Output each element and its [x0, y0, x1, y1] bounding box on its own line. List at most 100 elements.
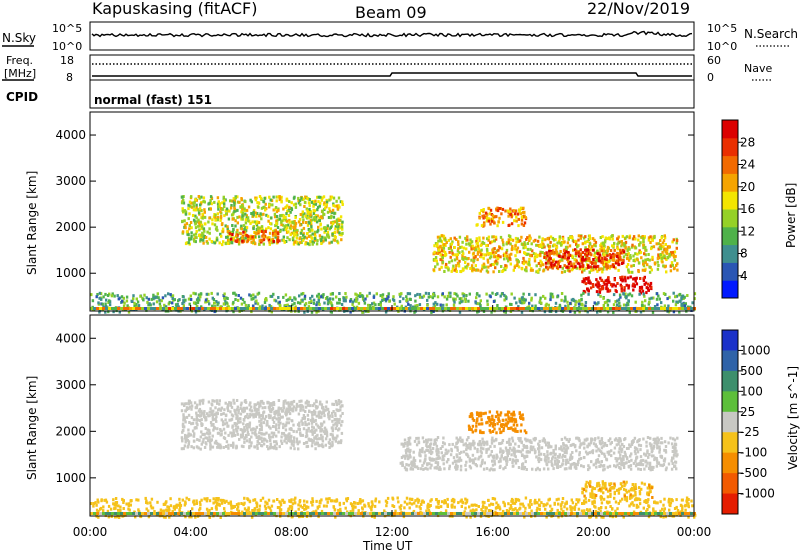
scatter-cell	[297, 201, 301, 205]
scatter-cell	[491, 436, 494, 440]
scatter-cell	[675, 294, 679, 298]
scatter-cell	[486, 249, 489, 253]
scatter-cell	[225, 207, 229, 211]
scatter-cell	[602, 304, 605, 307]
scatter-cell	[193, 239, 196, 243]
scatter-cell	[553, 459, 557, 463]
scatter-cell	[586, 257, 589, 261]
scatter-cell	[266, 236, 269, 240]
scatter-cell	[306, 232, 309, 236]
scatter-cell	[502, 243, 505, 247]
scatter-cell	[612, 307, 615, 310]
scatter-cell	[194, 214, 197, 218]
scatter-cell	[314, 214, 318, 217]
scatter-cell	[231, 224, 234, 227]
scatter-cell	[604, 264, 607, 268]
scatter-cell	[619, 251, 623, 255]
scatter-cell	[650, 268, 653, 272]
scatter-cell	[260, 421, 263, 425]
scatter-cell	[250, 200, 253, 204]
scatter-cell	[565, 438, 568, 442]
scatter-cell	[552, 307, 555, 310]
scatter-cell	[499, 447, 502, 451]
scatter-cell	[636, 447, 639, 451]
scatter-cell	[487, 235, 491, 239]
scatter-cell	[339, 200, 343, 204]
scatter-cell	[309, 213, 312, 217]
scatter-cell	[539, 296, 542, 300]
scatter-cell	[247, 433, 250, 436]
scatter-cell	[249, 294, 253, 298]
scatter-cell	[216, 196, 220, 200]
scatter-cell	[256, 440, 259, 444]
scatter-cell	[191, 214, 195, 217]
scatter-cell	[448, 443, 451, 447]
scatter-cell	[529, 308, 532, 312]
scatter-cell	[599, 276, 602, 280]
scatter-cell	[242, 239, 245, 243]
scatter-cell	[506, 209, 510, 213]
scatter-cell	[611, 244, 614, 248]
scatter-cell	[187, 217, 190, 221]
scatter-cell	[600, 307, 603, 310]
scatter-cell	[182, 304, 185, 308]
scatter-cell	[604, 236, 607, 240]
scatter-cell	[201, 216, 204, 220]
scatter-cell	[449, 237, 452, 241]
scatter-cell	[268, 231, 272, 235]
scatter-cell	[273, 307, 276, 310]
scatter-cell	[245, 214, 248, 218]
scatter-cell	[499, 255, 502, 259]
scatter-cell	[480, 451, 483, 455]
scatter-cell	[597, 454, 601, 458]
scatter-cell	[313, 409, 316, 413]
scatter-cell	[267, 219, 270, 223]
scatter-cell	[414, 294, 417, 298]
scatter-cell	[315, 242, 319, 246]
scatter-cell	[313, 200, 316, 204]
scatter-cell	[495, 208, 498, 212]
scatter-cell	[612, 303, 616, 307]
scatter-cell	[252, 413, 255, 417]
scatter-cell	[231, 238, 235, 242]
scatter-cell	[363, 299, 366, 303]
scatter-cell	[629, 464, 633, 468]
scatter-cell	[599, 247, 602, 251]
scatter-cell	[445, 262, 448, 266]
scatter-cell	[282, 406, 286, 410]
scatter-cell	[239, 433, 243, 437]
scatter-cell	[617, 260, 620, 264]
scatter-cell	[602, 296, 605, 300]
scatter-cell	[246, 423, 249, 426]
scatter-cell	[237, 307, 240, 310]
scatter-cell	[426, 445, 429, 449]
scatter-cell	[637, 443, 641, 447]
scatter-cell	[302, 226, 306, 230]
scatter-cell	[444, 252, 448, 256]
scatter-cell	[143, 293, 146, 297]
scatter-cell	[250, 441, 253, 445]
scatter-cell	[457, 243, 460, 247]
scatter-cell	[661, 250, 664, 254]
scatter-cell	[624, 240, 628, 244]
scatter-cell	[218, 202, 222, 206]
scatter-cell	[526, 236, 529, 240]
scatter-cell	[378, 307, 381, 310]
scatter-cell	[201, 212, 204, 216]
scatter-cell	[276, 240, 279, 244]
scatter-cell	[320, 198, 323, 202]
scatter-cell	[440, 249, 444, 253]
scatter-cell	[511, 244, 514, 248]
scatter-cell	[512, 464, 515, 468]
scatter-cell	[335, 403, 339, 407]
scatter-cell	[548, 258, 551, 262]
scatter-cell	[226, 241, 230, 245]
scatter-cell	[284, 216, 287, 219]
scatter-cell	[195, 418, 198, 422]
scatter-cell	[243, 440, 246, 444]
scatter-cell	[554, 310, 558, 314]
scatter-cell	[185, 222, 189, 226]
scatter-cell	[296, 233, 299, 237]
scatter-cell	[209, 421, 213, 424]
